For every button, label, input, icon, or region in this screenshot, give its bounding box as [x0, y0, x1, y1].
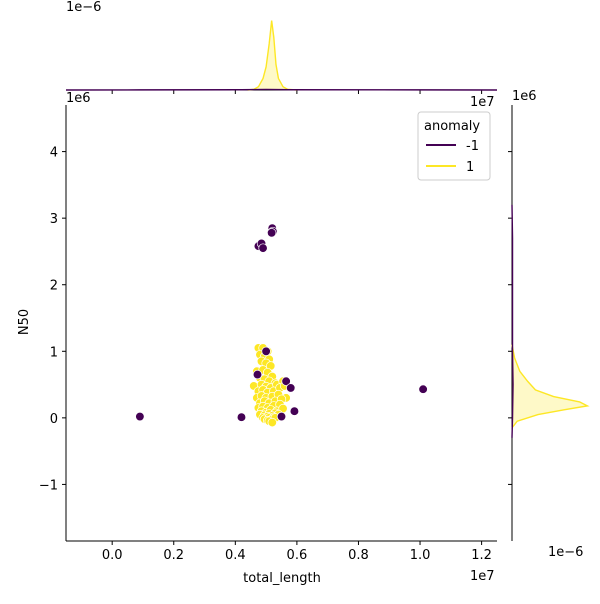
y-tick-label-2: 1	[50, 345, 58, 360]
legend-title: anomaly	[424, 119, 480, 134]
x-tick-label-5: 1.0	[410, 548, 431, 563]
y-tick-label-0: −1	[39, 478, 58, 493]
y-tick-label-3: 2	[50, 279, 58, 294]
point-series0-13	[276, 411, 287, 422]
point-series0-12	[289, 406, 300, 416]
top-marginal	[65, 20, 498, 94]
y-tick-label-4: 3	[50, 212, 58, 227]
right-y-offset-label: 1e6	[512, 89, 537, 104]
point-series0-10	[281, 376, 291, 386]
legend-label-1: 1	[466, 160, 474, 175]
point-series0-7	[266, 228, 277, 238]
point-series0-1	[236, 412, 247, 422]
y-tick-label-1: 0	[50, 412, 58, 427]
x-tick-label-6: 1.2	[471, 548, 492, 563]
point-series0-8	[261, 346, 271, 356]
top-kde-line-1	[247, 20, 297, 91]
y-axis-label: N50	[17, 309, 32, 335]
top-kde-fill-1	[247, 20, 297, 91]
legend-label-neg1: -1	[466, 139, 479, 154]
main-plot: 0.0 0.2 0.4 0.6 0.8 1.0 1.2 −1 0 1 2 3 4	[39, 105, 497, 563]
point-series0-14	[418, 384, 428, 394]
point-series0-9	[252, 369, 263, 380]
right-kde-line-1	[511, 344, 590, 429]
x-axis-label: total_length	[243, 571, 321, 586]
point-series0-11	[286, 383, 296, 393]
right-kde-fill-1	[512, 344, 588, 428]
y-tick-label-5: 4	[50, 146, 58, 161]
right-marginal	[508, 105, 590, 541]
top-kde-line--1	[65, 88, 498, 91]
point-series0-0	[135, 411, 145, 422]
x-tick-label-1: 0.2	[163, 548, 184, 563]
x-tick-label-2: 0.4	[225, 548, 246, 563]
top-marginal-offset-label: 1e−6	[66, 0, 101, 15]
point-series0-4	[258, 243, 268, 253]
x-tick-label-4: 0.8	[348, 548, 369, 563]
legend: anomaly -1 1	[417, 111, 491, 181]
point-series1-65	[267, 417, 277, 428]
right-marginal-offset-label: 1e−6	[548, 545, 583, 560]
y-offset-label: 1e6	[66, 91, 91, 106]
x-offset-label: 1e7	[470, 95, 495, 110]
x-offset-label-bottom: 1e7	[470, 569, 495, 584]
right-kde-line--1	[511, 204, 514, 438]
x-tick-label-3: 0.6	[287, 548, 308, 563]
x-tick-label-0: 0.0	[102, 548, 123, 563]
